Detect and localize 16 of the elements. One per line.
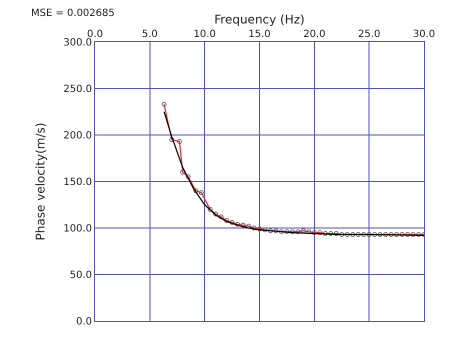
- x-tick-label: 30.0: [412, 29, 436, 40]
- x-tick-label: 20.0: [303, 29, 326, 40]
- y-tick-label: 300.0: [63, 38, 92, 48]
- y-axis-title: Phase velocity(m/s): [34, 122, 48, 240]
- y-tick-label: 250.0: [63, 84, 92, 95]
- x-tick-label: 10.0: [194, 29, 216, 40]
- y-tick-label: 50.0: [70, 270, 92, 281]
- x-tick-label: 5.0: [142, 29, 158, 40]
- y-tick-label: 200.0: [63, 130, 92, 142]
- x-tick-label: 25.0: [358, 29, 380, 40]
- y-tick-label: 100.0: [63, 224, 92, 234]
- y-tick-label: 150.0: [63, 177, 92, 188]
- x-axis-title: Frequency (Hz): [214, 12, 305, 26]
- text: MSE = 0.002685: [31, 8, 115, 19]
- x-tick-label: 15.0: [248, 29, 271, 40]
- y-tick-label: 0.0: [76, 316, 92, 328]
